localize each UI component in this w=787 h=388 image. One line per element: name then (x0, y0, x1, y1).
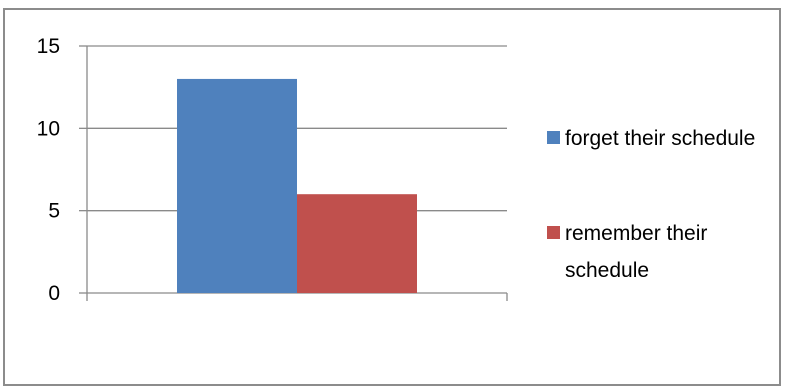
legend: forget their schedule remember their sched… (547, 127, 755, 282)
axes: 0 5 10 15 (37, 35, 508, 305)
bar-forget-their-schedule (177, 78, 297, 293)
legend-swatch (547, 131, 560, 144)
y-tick-label: 5 (48, 200, 60, 223)
y-tick-label: 0 (48, 282, 60, 305)
legend-swatch (547, 226, 560, 239)
y-tick-label: 10 (37, 117, 60, 140)
y-tick-label: 15 (37, 35, 60, 58)
legend-label: forget their schedule (565, 127, 755, 150)
bars (177, 78, 417, 293)
bar-remember-their-schedule (297, 194, 417, 293)
legend-label: remember their (565, 222, 707, 245)
legend-label: schedule (565, 259, 649, 282)
